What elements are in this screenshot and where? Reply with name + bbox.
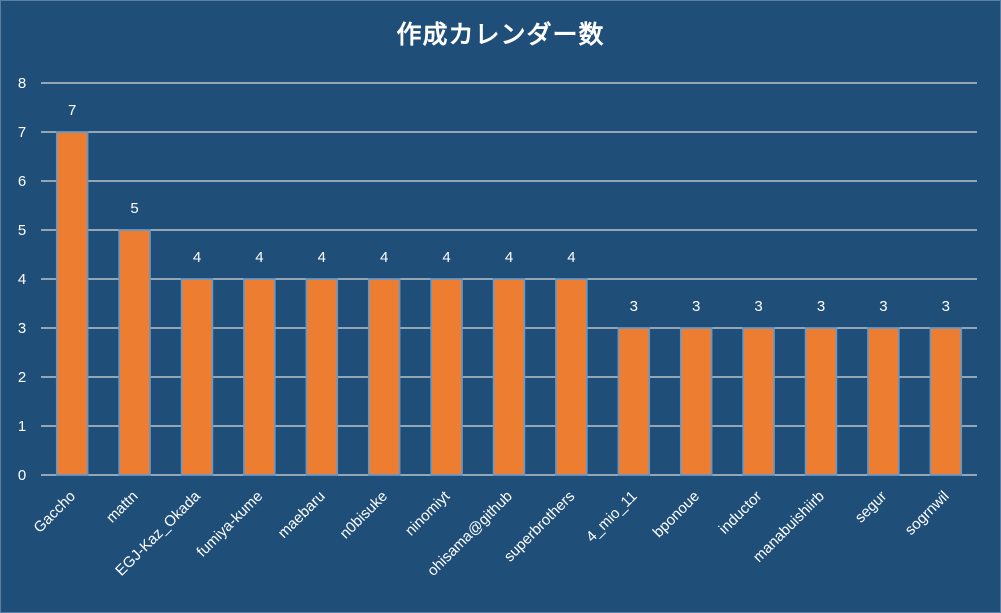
data-label-superbrothers: 4 [567,249,575,266]
x-tick-label: bponoue [650,488,703,541]
x-tick-label: n0bisuke [337,488,391,542]
y-tick-label: 2 [18,369,26,386]
bar-maebaru [305,278,339,476]
data-label-mattn: 5 [130,200,138,217]
chart-title: 作成カレンダー数 [396,20,605,49]
bar-bponoue [679,327,713,476]
x-tick-label: maebaru [275,488,329,542]
y-axis-ticks: 0 1 2 3 4 5 6 7 8 [18,75,26,484]
y-tick-label: 7 [18,124,26,141]
x-tick-label: 4_mio_11 [583,488,641,546]
data-label-sogrnwil: 3 [942,298,950,315]
bar-manabuishiirb [804,327,838,476]
bar-ninomiyt [430,278,463,476]
data-label-bponoue: 3 [692,298,700,315]
x-tick-label: ninomiyt [402,487,454,539]
bar-Gaccho [55,131,89,476]
x-tick-label: segur [852,488,891,527]
x-tick-label: fumiya-kume [193,488,266,561]
bar-inductor [742,327,775,476]
x-tick-label: mattn [103,488,142,527]
y-tick-label: 4 [18,271,26,288]
bar-4_mio_11 [617,327,651,476]
bar-n0bisuke [367,278,401,476]
data-label-ninomiyt: 4 [442,249,450,266]
data-label-maebaru: 4 [318,249,326,266]
bar-fumiya-kume [243,278,276,476]
y-tick-label: 5 [18,222,26,239]
data-label-4_mio_11: 3 [630,298,638,315]
bar-segur [867,327,900,476]
data-label-inductor: 3 [754,298,762,315]
x-tick-label: Gaccho [30,488,79,537]
y-tick-label: 0 [18,467,26,484]
data-label-n0bisuke: 4 [380,249,388,266]
x-tick-label: sogrnwil [902,488,953,539]
bar-sogrnwil [929,327,963,476]
y-tick-label: 8 [18,75,26,92]
data-label-Gaccho: 7 [68,102,76,119]
y-tick-label: 6 [18,173,26,190]
data-labels: 7 5 4 4 4 4 4 4 4 3 3 3 3 3 3 [68,102,950,315]
bar-EGJ-Kaz_Okada [180,278,214,476]
x-tick-label: inductor [716,488,766,538]
data-label-segur: 3 [879,298,887,315]
bar-superbrothers [555,278,588,476]
data-label-EGJ-Kaz_Okada: 4 [193,249,201,266]
bar-mattn [118,229,151,476]
data-label-ohisama@github: 4 [505,249,513,266]
bar-ohisama@github [492,278,526,476]
y-tick-label: 3 [18,320,26,337]
data-label-manabuishiirb: 3 [817,298,825,315]
data-label-fumiya-kume: 4 [255,249,263,266]
bars [55,131,963,476]
y-tick-label: 1 [18,418,26,435]
